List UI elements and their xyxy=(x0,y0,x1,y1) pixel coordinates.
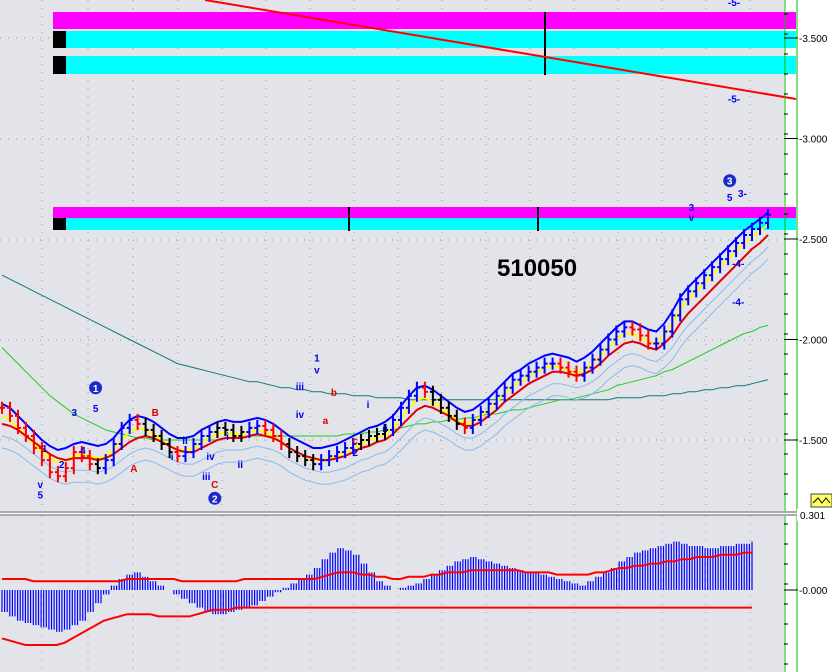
wave-label: B xyxy=(152,408,159,419)
price-tick-label: -2.500 xyxy=(799,235,828,246)
magenta-band-mid xyxy=(53,207,796,218)
price-tick-label: -1.500 xyxy=(799,436,828,447)
indicator-pane xyxy=(0,515,784,672)
wave-label: i xyxy=(226,432,229,443)
wave-label: -5- xyxy=(728,0,740,9)
top-band-group xyxy=(53,12,796,75)
wave-label: 2 xyxy=(59,460,65,471)
indicator-top-label: 0.301 xyxy=(800,511,825,522)
black-marker-2 xyxy=(53,56,66,74)
wave-label: 1 xyxy=(42,444,48,455)
wave-label: ii xyxy=(182,436,188,447)
wave-label: 2 xyxy=(352,448,358,459)
magenta-band-top xyxy=(53,12,796,29)
black-marker-3 xyxy=(53,218,66,230)
wave-label: b xyxy=(331,388,337,399)
wave-label: 4 xyxy=(80,446,86,457)
black-marker-1 xyxy=(53,31,66,48)
wave-label: i xyxy=(171,452,174,463)
wave-label: -4- xyxy=(732,259,744,270)
price-tick-label: -3.500 xyxy=(799,34,828,45)
wave-label: i xyxy=(367,400,370,411)
wave-label: 2 xyxy=(212,494,218,505)
wave-label: ii xyxy=(382,424,388,435)
wave-label: iii xyxy=(296,382,305,393)
wave-label: -5- xyxy=(728,94,740,105)
wave-label: iv xyxy=(206,452,215,463)
wave-label: 5 xyxy=(93,404,99,415)
wave-label: ii xyxy=(238,460,244,471)
wave-label: v xyxy=(689,213,695,224)
price-tick-label: -3.000 xyxy=(799,135,828,146)
wave-label: -4- xyxy=(732,297,744,308)
wave-label: iii xyxy=(202,472,211,483)
wave-label: 3- xyxy=(738,189,747,200)
wave-label: A xyxy=(130,464,137,475)
wave-label: a xyxy=(323,416,329,427)
wave-label: 3 xyxy=(72,408,78,419)
price-tick-label: -2.000 xyxy=(799,336,828,347)
cyan-band-2 xyxy=(53,56,796,74)
wave-label: c xyxy=(352,436,358,447)
wave-label: 5 xyxy=(727,193,733,204)
mid-band-group xyxy=(53,207,796,231)
wave-label: 1 xyxy=(314,354,320,365)
wave-label: 3 xyxy=(727,177,733,188)
wave-label: C xyxy=(211,480,218,491)
scale-widget[interactable] xyxy=(811,494,832,507)
wave-label: v xyxy=(314,366,320,377)
wave-label: 1 xyxy=(93,384,99,395)
wave-label: 5 xyxy=(38,490,44,501)
cyan-band-mid xyxy=(53,218,796,230)
wave-label: iv xyxy=(296,410,305,421)
cyan-band-1 xyxy=(53,31,796,48)
symbol-annotation: 510050 xyxy=(497,255,577,282)
indicator-tick-label: -0.000 xyxy=(799,586,828,597)
